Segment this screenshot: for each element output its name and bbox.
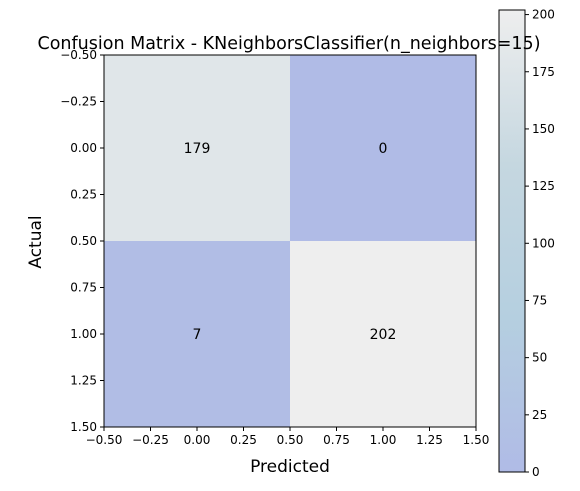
heatmap-cell [104, 241, 290, 427]
x-tick-label: 0.00 [184, 433, 211, 447]
y-tick-label: 0.00 [70, 141, 97, 155]
colorbar: 0 25 50 75 100 125 150 175 200 [498, 8, 555, 479]
cell-value-label: 7 [193, 327, 202, 343]
x-tick-label: 0.75 [323, 433, 350, 447]
x-tick-label: 1.00 [370, 433, 397, 447]
heatmap-cell [290, 241, 476, 427]
x-tick-label: 1.50 [463, 433, 490, 447]
cell-value-label: 179 [184, 141, 211, 157]
y-axis-title: Actual [26, 215, 46, 268]
chart-title: Confusion Matrix - KNeighborsClassifier(… [37, 34, 540, 54]
colorbar-tick-label: 150 [532, 122, 555, 136]
x-tick-label: −0.25 [132, 433, 169, 447]
colorbar-tick-label: 125 [532, 179, 555, 193]
colorbar-tick-label: 175 [532, 65, 555, 79]
cell-value-label: 202 [370, 327, 397, 343]
colorbar-frame [498, 9, 526, 473]
heatmap-cell [290, 55, 476, 241]
y-tick-label: 0.25 [70, 188, 97, 202]
colorbar-tick-label: 25 [532, 408, 547, 422]
x-tick-label: 1.25 [416, 433, 443, 447]
heatmap-plot-area: 179 0 7 202 −0.50 −0.25 0.00 0.25 0.50 0.75 1.00 1.… [60, 48, 489, 447]
y-tick-label: 0.50 [70, 234, 97, 248]
cell-value-label: 0 [379, 141, 388, 157]
heatmap-cell [104, 55, 290, 241]
y-tick-label: 1.50 [70, 420, 97, 434]
y-tick-label: 1.25 [70, 374, 97, 388]
y-tick-label: −0.50 [60, 48, 97, 62]
y-tick-label: −0.25 [60, 95, 97, 109]
y-tick-label: 0.75 [70, 281, 97, 295]
x-axis-title: Predicted [250, 457, 330, 477]
colorbar-tick-label: 50 [532, 351, 547, 365]
colorbar-tick-label: 75 [532, 293, 547, 307]
colorbar-tick-label: 100 [532, 236, 555, 250]
x-tick-label: −0.50 [86, 433, 123, 447]
colorbar-tick-label: 0 [532, 465, 540, 479]
colorbar-tick-label: 200 [532, 8, 555, 22]
y-tick-label: 1.00 [70, 327, 97, 341]
colorbar-gradient [499, 10, 525, 472]
x-tick-label: 0.25 [230, 433, 257, 447]
x-tick-label: 0.50 [277, 433, 304, 447]
